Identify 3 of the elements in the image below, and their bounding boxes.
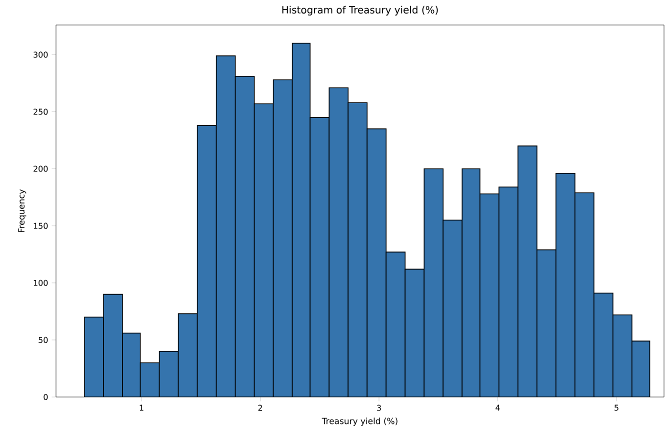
- x-axis-title: Treasury yield (%): [322, 418, 398, 426]
- y-axis-title: Frequency: [18, 189, 26, 232]
- chart-title: Histogram of Treasury yield (%): [282, 6, 438, 16]
